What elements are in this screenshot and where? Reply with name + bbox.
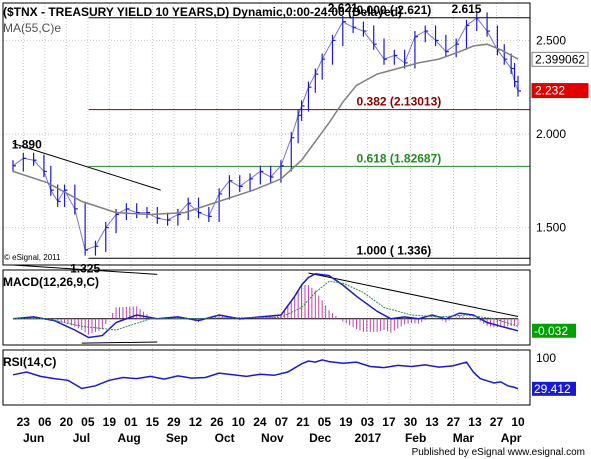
x-tick-label: 01 [124,415,138,429]
fib-level-label: 0.000 ( 2.621) [357,3,432,17]
fib-level-label: 0.618 (1.82687) [357,151,442,165]
panel-frame-macd [2,269,531,346]
panel-frames [2,2,531,406]
macd-title: MACD(12,26,9,C) [3,275,99,289]
x-tick-label: 19 [103,415,117,429]
panel-frame-price [2,2,531,266]
month-label: Oct [215,431,235,445]
fib-levels: 0.000 ( 2.621) 0.382 (2.13013) 0.618 (1.82… [88,3,530,259]
x-tick-label: 03 [361,415,375,429]
month-label: 2017 [355,431,382,445]
rsi-tick-label: 100 [536,351,556,365]
price-last-value: 2.232 [535,84,565,98]
ma-last-value: 2.399062 [535,52,585,66]
ma-last-value-tag [531,51,589,67]
month-label: Apr [501,431,522,445]
x-tick-label: 07 [275,415,289,429]
x-tick-label: 30 [404,415,418,429]
price-tick-label: 2.500 [536,33,566,47]
price-last-value-tag [531,83,589,99]
x-tick-label: 29 [167,415,181,429]
x-tick-label: 20 [60,415,74,429]
axis-labels: 1.500 2.000 2.500 1.890 1.325 2.621 2.615 2.399… [12,1,589,445]
price-tick-label: 2.000 [536,127,566,141]
x-tick-label: 05 [81,415,95,429]
x-tick-label: 13 [425,415,439,429]
fib-level-label: 1.000 ( 1.336) [357,243,432,257]
macd-last-value: -0.032 [534,324,568,338]
price-trendline [12,142,161,191]
x-tick-label: 06 [38,415,52,429]
month-label: Sep [166,431,188,445]
grid [3,3,530,405]
month-label: Mar [453,431,475,445]
macd-trendline [308,272,519,317]
price-annotation: 2.621 [328,1,358,15]
month-label: Jul [73,431,90,445]
copyright-note: © eSignal, 2011 [4,253,61,262]
x-tick-label: 19 [339,415,353,429]
ma-line [12,43,519,216]
chart-title: ($TNX - TREASURY YIELD 10 YEARS,D) Dynam… [3,5,402,19]
rsi-title: RSI(14,C) [3,355,56,369]
macd-signal-line [13,280,519,331]
month-label: Feb [405,431,426,445]
x-tick-label: 21 [296,415,310,429]
x-tick-label: 15 [146,415,160,429]
x-tick-label: 26 [210,415,224,429]
series [12,12,521,390]
x-tick-label: 27 [447,415,461,429]
rsi-line [12,359,519,390]
x-tick-label: 17 [382,415,396,429]
month-label: Dec [309,431,331,445]
price-annotation: 2.615 [451,2,481,16]
price-annotation: 1.325 [70,261,100,275]
x-tick-label: 10 [232,415,246,429]
macd-trendline [81,341,158,344]
published-note: Published by eSignal www.esignal.com [412,447,585,458]
price-line [12,17,519,251]
fib-level-label: 0.382 (2.13013) [357,95,442,109]
price-annotation: 1.890 [12,138,42,152]
macd-line [12,273,519,339]
month-label: Nov [261,431,284,445]
rsi-last-value: 29.412 [534,382,571,396]
x-tick-label: 13 [468,415,482,429]
trendlines [12,142,519,344]
ma-legend: MA(55,C)e [3,21,61,35]
macd-last-value-tag [532,323,576,338]
panel-frame-rsi [2,349,531,406]
rsi-last-value-tag [532,381,576,396]
month-label: Aug [117,431,140,445]
x-tick-label: 23 [17,415,31,429]
x-tick-label: 12 [189,415,203,429]
x-tick-label: 10 [511,415,525,429]
month-label: Jun [23,431,44,445]
price-tick-label: 1.500 [536,221,566,235]
x-tick-label: 27 [490,415,504,429]
x-tick-label: 24 [253,415,267,429]
x-tick-label: 05 [318,415,332,429]
